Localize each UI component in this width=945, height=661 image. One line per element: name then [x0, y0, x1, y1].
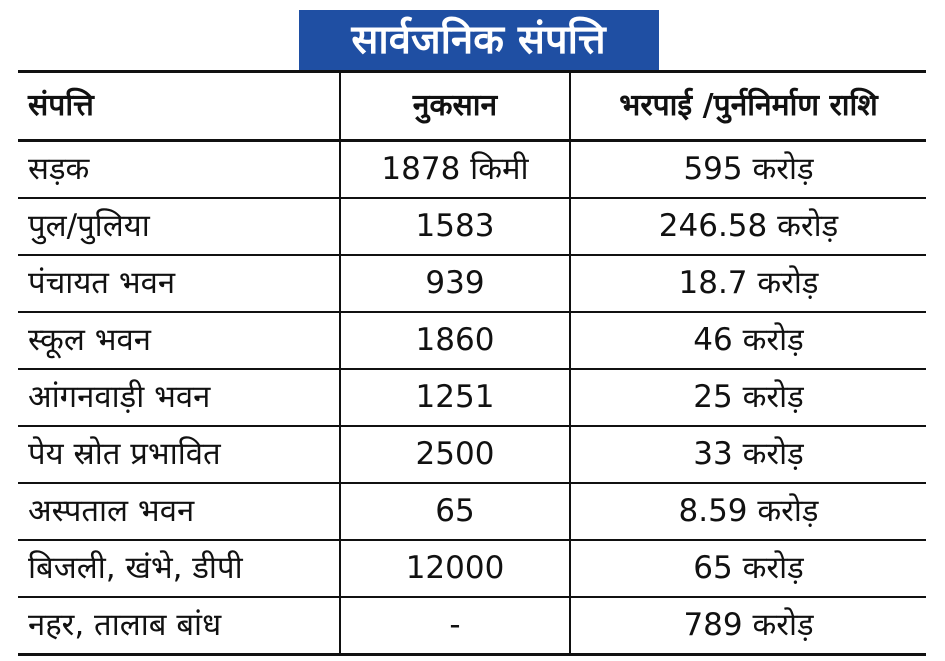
cell-damage: 65 — [339, 482, 571, 540]
cell-compensation: 246.58 करोड़ — [570, 197, 926, 255]
table-row: नहर, तालाब बांध - 789 करोड़ — [18, 596, 926, 653]
cell-damage: 12000 — [339, 539, 571, 597]
table-row: अस्पताल भवन 65 8.59 करोड़ — [18, 482, 926, 540]
header-compensation: भरपाई /पुर्ननिर्माण राशि — [570, 73, 926, 142]
cell-compensation: 65 करोड़ — [570, 539, 926, 597]
page-title: सार्वजनिक संपत्ति — [298, 10, 659, 70]
table-row: स्कूल भवन 1860 46 करोड़ — [18, 311, 926, 369]
title-container: सार्वजनिक संपत्ति — [0, 0, 945, 70]
cell-property: नहर, तालाब बांध — [18, 596, 340, 653]
cell-compensation: 595 करोड़ — [683, 151, 814, 187]
table-row: बिजली, खंभे, डीपी 12000 65 करोड़ — [18, 539, 926, 597]
cell-property: पुल/पुलिया — [18, 197, 340, 255]
table-row: सड़क 1878 किमी 595 करोड़ — [18, 140, 926, 198]
header-property: संपत्ति — [18, 73, 340, 142]
cell-damage: 1878 किमी — [339, 140, 571, 198]
cell-compensation: 25 करोड़ — [570, 368, 926, 426]
cell-damage: 2500 — [339, 425, 571, 483]
table-container: संपत्ति नुकसान भरपाई /पुर्ननिर्माण राशि … — [18, 70, 926, 656]
header-damage: नुकसान — [339, 73, 571, 142]
table-header-row: संपत्ति नुकसान भरपाई /पुर्ननिर्माण राशि — [18, 73, 926, 142]
cell-damage: 1860 — [339, 311, 571, 369]
cell-damage: 939 — [339, 254, 571, 312]
table-row: पेय स्रोत प्रभावित 2500 33 करोड़ — [18, 425, 926, 483]
table-row: पंचायत भवन 939 18.7 करोड़ — [18, 254, 926, 312]
public-property-table: संपत्ति नुकसान भरपाई /पुर्ननिर्माण राशि … — [18, 73, 926, 653]
cell-property: पंचायत भवन — [18, 254, 340, 312]
table-row: पुल/पुलिया 1583 246.58 करोड़ — [18, 197, 926, 255]
cell-property: सड़क — [28, 151, 90, 187]
table-row: आंगनवाड़ी भवन 1251 25 करोड़ — [18, 368, 926, 426]
cell-compensation: 789 करोड़ — [570, 596, 926, 653]
cell-property: पेय स्रोत प्रभावित — [18, 425, 340, 483]
cell-damage: 1251 — [339, 368, 571, 426]
cell-compensation: 18.7 करोड़ — [570, 254, 926, 312]
cell-property: आंगनवाड़ी भवन — [18, 368, 340, 426]
cell-property: बिजली, खंभे, डीपी — [18, 539, 340, 597]
cell-property: अस्पताल भवन — [18, 482, 340, 540]
cell-compensation: 33 करोड़ — [570, 425, 926, 483]
cell-damage: 1583 — [339, 197, 571, 255]
cell-damage: - — [339, 596, 571, 653]
cell-compensation: 46 करोड़ — [570, 311, 926, 369]
cell-property: स्कूल भवन — [18, 311, 340, 369]
cell-compensation: 8.59 करोड़ — [570, 482, 926, 540]
